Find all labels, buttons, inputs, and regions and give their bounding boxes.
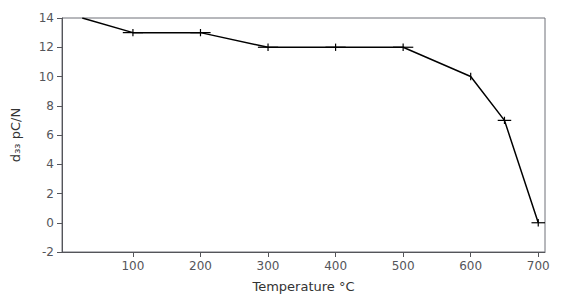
- svg-text:600: 600: [459, 259, 482, 273]
- svg-text:200: 200: [189, 259, 212, 273]
- svg-text:Temperature °C: Temperature °C: [251, 279, 354, 294]
- svg-text:4: 4: [46, 157, 54, 171]
- svg-text:2: 2: [46, 187, 54, 201]
- svg-text:100: 100: [121, 259, 144, 273]
- svg-text:500: 500: [392, 259, 415, 273]
- svg-text:14: 14: [39, 11, 54, 25]
- svg-text:6: 6: [46, 128, 54, 142]
- svg-text:d₃₃ pC/N: d₃₃ pC/N: [8, 108, 23, 162]
- svg-text:12: 12: [39, 40, 54, 54]
- svg-text:10: 10: [39, 70, 54, 84]
- svg-text:0: 0: [46, 216, 54, 230]
- svg-text:300: 300: [257, 259, 280, 273]
- svg-text:700: 700: [527, 259, 550, 273]
- svg-text:8: 8: [46, 99, 54, 113]
- svg-text:-2: -2: [42, 245, 54, 259]
- svg-text:400: 400: [324, 259, 347, 273]
